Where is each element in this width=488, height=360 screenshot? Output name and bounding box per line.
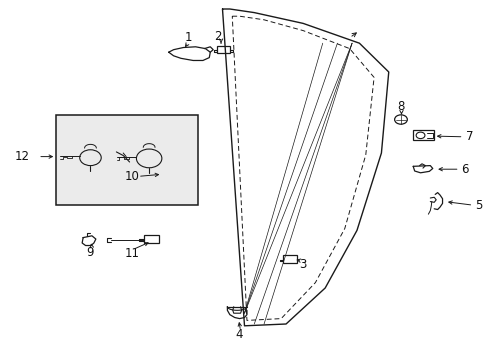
Text: 1: 1: [184, 31, 192, 44]
Bar: [412, 130, 433, 140]
Text: 12: 12: [15, 150, 29, 163]
Bar: [56, 115, 198, 205]
Bar: [143, 235, 159, 243]
Text: 6: 6: [460, 163, 468, 176]
Text: 10: 10: [124, 170, 139, 183]
Bar: [282, 255, 297, 263]
Text: 9: 9: [86, 246, 94, 258]
Text: 8: 8: [396, 100, 404, 113]
Bar: [146, 170, 162, 179]
Bar: [216, 46, 230, 53]
Text: 3: 3: [299, 258, 306, 271]
Text: 2: 2: [213, 30, 221, 42]
Text: 5: 5: [474, 199, 482, 212]
Text: 4: 4: [235, 328, 243, 341]
Text: 7: 7: [465, 130, 472, 143]
Text: 11: 11: [124, 247, 139, 260]
